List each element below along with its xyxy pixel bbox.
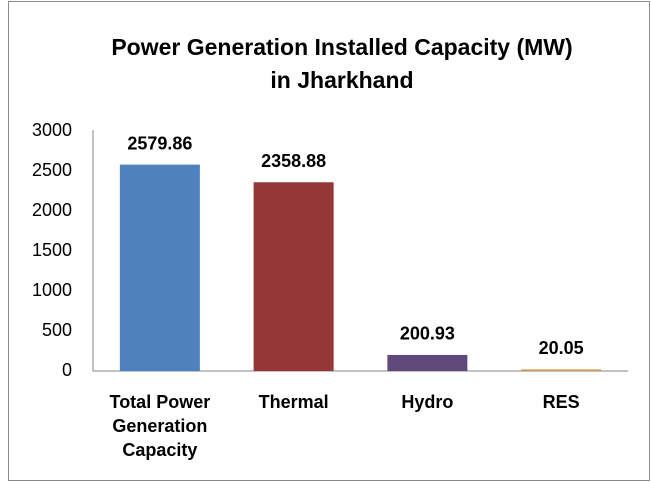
bar — [253, 182, 334, 371]
x-tick-label: Total Power Generation Capacity — [109, 392, 211, 460]
y-tick-label: 2500 — [32, 160, 72, 180]
y-tick-label: 2000 — [32, 200, 72, 220]
value-label: 2579.86 — [127, 133, 192, 153]
value-label: 2358.88 — [261, 151, 326, 171]
y-tick-label: 500 — [42, 320, 72, 340]
y-tick-label: 1500 — [32, 240, 72, 260]
x-tick-label: RES — [542, 392, 580, 412]
bar — [521, 369, 602, 371]
chart-title: Power Generation Installed Capacity (MW) — [111, 34, 572, 60]
y-tick-label: 3000 — [32, 120, 72, 140]
y-tick-label: 1000 — [32, 280, 72, 300]
x-tick-label: Hydro — [401, 392, 454, 412]
bar — [119, 164, 200, 371]
chart-border — [8, 1, 650, 481]
y-tick-label: 0 — [62, 360, 72, 380]
bar — [387, 354, 468, 371]
chart-title: in Jharkhand — [270, 67, 413, 93]
value-label: 200.93 — [400, 324, 455, 344]
x-tick-label: Thermal — [258, 392, 329, 412]
value-label: 20.05 — [539, 338, 584, 358]
